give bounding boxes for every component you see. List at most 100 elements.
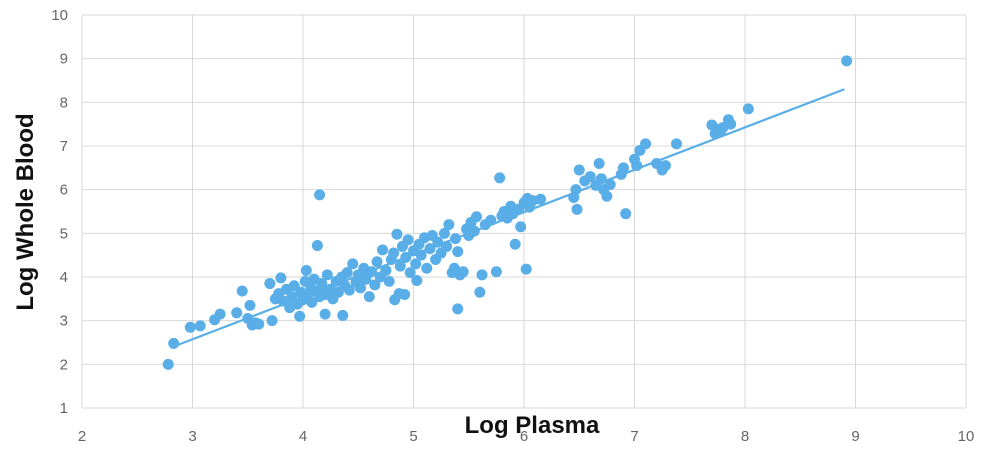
data-point [391, 228, 403, 240]
data-point [452, 303, 464, 315]
data-point [266, 315, 278, 327]
x-tick-label: 5 [409, 428, 417, 445]
data-point [490, 266, 502, 278]
x-tick-label: 2 [78, 428, 86, 445]
data-point [659, 160, 671, 172]
data-point [275, 272, 287, 284]
data-point [584, 171, 596, 183]
y-tick-label: 2 [60, 356, 68, 373]
data-points [162, 55, 853, 370]
data-point [214, 308, 226, 320]
data-point [377, 244, 389, 256]
data-point [306, 296, 318, 308]
data-point [476, 269, 488, 281]
data-point [485, 214, 497, 226]
data-point [236, 285, 248, 297]
x-tick-label: 3 [188, 428, 196, 445]
data-point [573, 164, 585, 176]
data-point [394, 260, 406, 272]
y-tick-label: 10 [51, 7, 68, 24]
data-point [319, 308, 331, 320]
data-point [432, 236, 444, 248]
data-point [841, 55, 853, 67]
data-point [468, 225, 480, 237]
data-point [380, 264, 392, 276]
data-point [441, 240, 453, 252]
data-point [725, 118, 737, 130]
data-point [670, 138, 682, 150]
y-axis-title: Log Whole Blood [12, 113, 39, 310]
data-point [162, 358, 174, 370]
data-point [168, 337, 180, 349]
data-point [366, 266, 378, 278]
data-point [415, 249, 427, 261]
data-point [742, 103, 754, 115]
data-point [595, 173, 607, 185]
data-point [571, 203, 583, 215]
x-axis-title: Log Plasma [465, 412, 600, 439]
x-tick-label: 6 [520, 428, 528, 445]
data-point [354, 282, 366, 294]
data-point [363, 291, 375, 303]
data-point [631, 160, 643, 172]
data-point [264, 278, 276, 290]
data-point [404, 267, 416, 279]
data-point [617, 162, 629, 174]
data-point [640, 138, 652, 150]
x-tick-label: 8 [741, 428, 749, 445]
data-point [509, 238, 521, 250]
data-point [253, 318, 265, 330]
x-tick-label: 9 [851, 428, 859, 445]
x-tick-label: 4 [299, 428, 307, 445]
data-point [369, 279, 381, 291]
y-tick-label: 1 [60, 400, 68, 417]
data-point [449, 233, 461, 245]
data-point [410, 258, 422, 270]
data-point [570, 184, 582, 196]
data-point [474, 286, 486, 298]
data-point [601, 190, 613, 202]
y-tick-label: 5 [60, 225, 68, 242]
data-point [316, 278, 328, 290]
gridlines [81, 14, 967, 409]
data-point [294, 310, 306, 322]
data-point [383, 275, 395, 287]
y-tick-label: 4 [60, 269, 68, 286]
y-tick-label: 6 [60, 182, 68, 199]
data-point [244, 299, 256, 311]
data-point [347, 258, 359, 270]
y-tick-label: 9 [60, 51, 68, 68]
data-point [424, 243, 436, 255]
data-point [515, 221, 527, 233]
data-point [438, 227, 450, 239]
data-point [535, 193, 547, 205]
data-point [194, 320, 206, 332]
data-point [593, 157, 605, 169]
data-point [337, 309, 349, 321]
data-point [457, 266, 469, 278]
data-point [400, 251, 412, 263]
data-point [443, 219, 455, 231]
data-point [341, 267, 353, 279]
data-point [343, 284, 355, 296]
data-point [452, 246, 464, 258]
data-point [388, 247, 400, 259]
data-point [231, 307, 243, 319]
data-point [421, 262, 433, 274]
data-point [470, 211, 482, 223]
y-tick-label: 7 [60, 138, 68, 155]
x-tick-label: 10 [958, 428, 975, 445]
data-point [300, 264, 312, 276]
x-tick-label: 7 [630, 428, 638, 445]
data-point [604, 178, 616, 190]
y-tick-label: 3 [60, 313, 68, 330]
data-point [371, 256, 383, 268]
data-point [314, 189, 326, 201]
data-point [321, 269, 333, 281]
data-point [411, 274, 423, 286]
y-tick-label: 8 [60, 94, 68, 111]
data-point [402, 234, 414, 246]
data-point [520, 263, 532, 275]
